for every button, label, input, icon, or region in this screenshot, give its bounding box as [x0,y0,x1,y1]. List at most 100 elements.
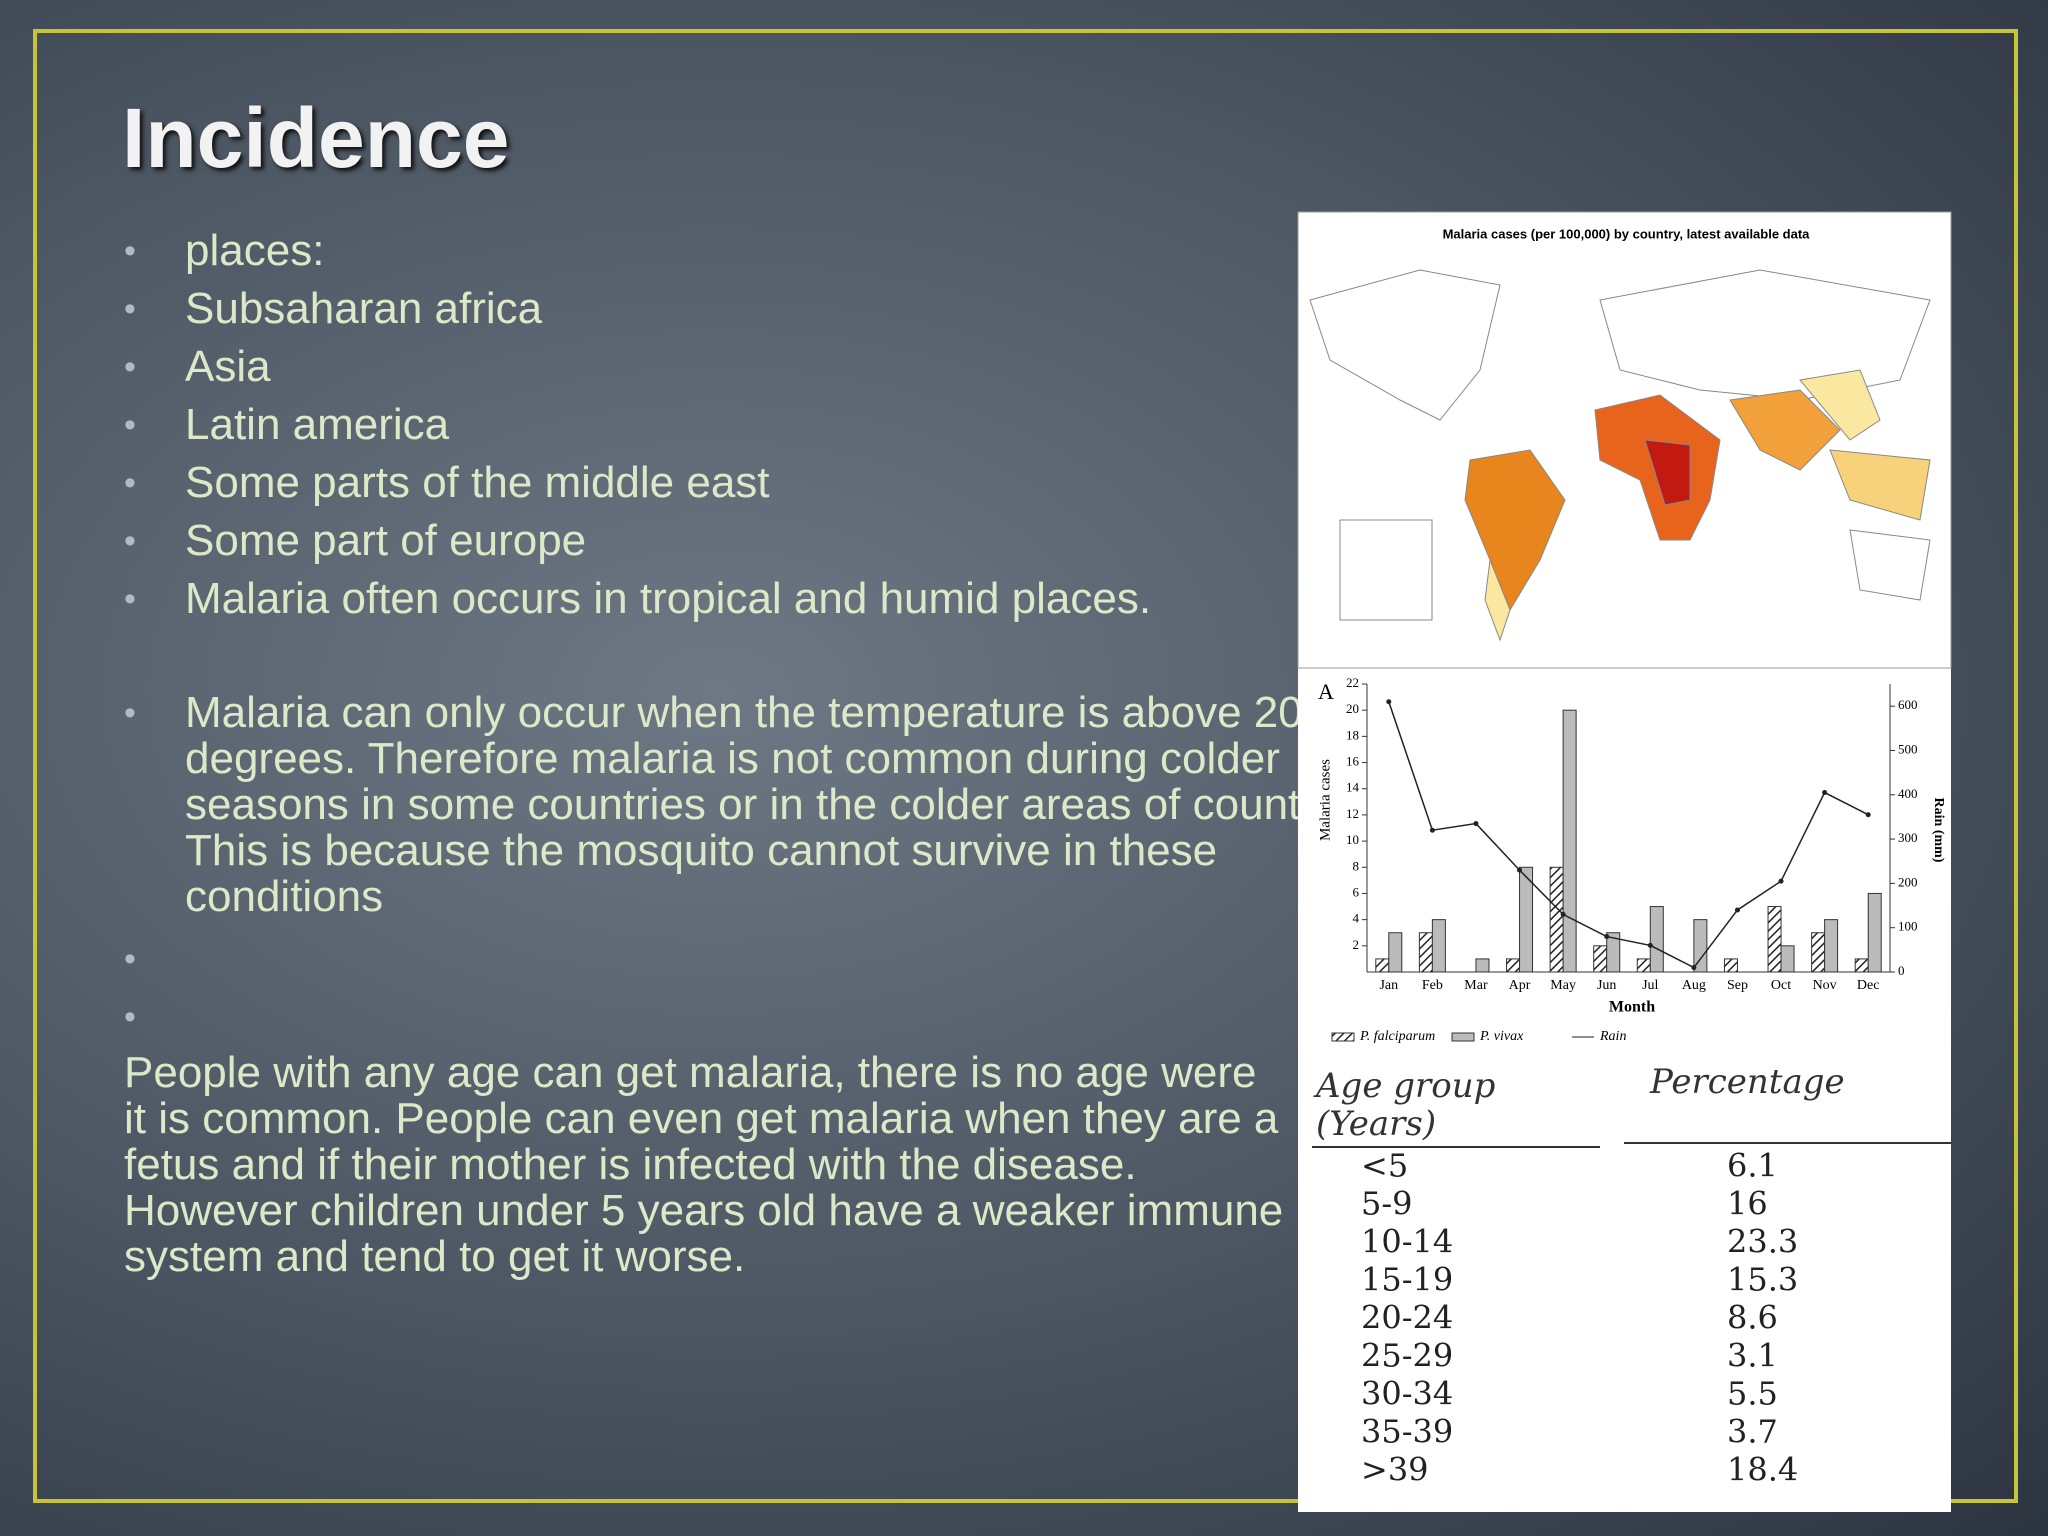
bullet-text: places: [185,226,325,275]
table-cell: 3.7 [1727,1413,1778,1451]
table-header-line: (Years) [1316,1104,1436,1144]
rain-point [1604,934,1610,940]
table-cell: 8.6 [1727,1299,1778,1337]
rain-point [1734,907,1740,913]
bar [1431,919,1446,973]
bar [1506,958,1521,973]
bullet-text: Latin america [185,400,450,449]
map-title: Malaria cases (per 100,000) by country, … [1443,226,1811,241]
legend-label: P. vivax [1479,1029,1524,1044]
y2-tick-label: 300 [1898,830,1918,845]
table-cell: 15.3 [1727,1261,1798,1299]
table-cell: 20-24 [1361,1299,1453,1337]
table-cell: 10-14 [1361,1223,1453,1261]
bar [1475,958,1490,973]
rain-point [1822,790,1828,796]
slide-border [33,29,2018,1503]
table-cell: 6.1 [1727,1147,1778,1185]
bar [1549,866,1564,973]
y-axis-label: Malaria cases [1317,759,1333,841]
table-cell: 5.5 [1727,1375,1778,1413]
x-tick-label: Jan [1379,978,1398,993]
table-cell: 23.3 [1727,1223,1798,1261]
rain-point [1560,911,1566,917]
legend-label: Rain [1599,1029,1626,1044]
table-header: Percentage [1649,1062,1845,1102]
y2-tick-label: 100 [1898,919,1918,934]
panel-label: A [1318,679,1334,704]
x-tick-label: Feb [1422,978,1443,993]
table-cell: 30-34 [1361,1375,1453,1413]
legend-swatch [1451,1032,1475,1042]
bar [1767,906,1782,973]
rain-point [1386,699,1392,705]
bullet-text: Some parts of the middle east [185,458,770,507]
y-tick-label: 14 [1346,780,1360,795]
table-cell: 25-29 [1361,1337,1453,1375]
x-tick-label: Nov [1813,978,1837,993]
table-cell: 5-9 [1361,1185,1413,1223]
y-tick-label: 10 [1346,832,1359,847]
table-cell: 18.4 [1727,1451,1798,1489]
x-tick-label: Apr [1509,978,1531,993]
y2-tick-label: 0 [1898,963,1905,978]
x-tick-label: Jun [1597,978,1616,993]
x-tick-label: Sep [1727,978,1748,993]
table-cell: 16 [1727,1185,1768,1223]
bar [1693,919,1708,973]
y-tick-label: 6 [1353,884,1360,899]
bullet-text: Asia [185,342,271,391]
y-tick-label: 2 [1353,937,1360,952]
bar [1723,958,1738,973]
y2-tick-label: 500 [1898,741,1918,756]
rain-point [1517,867,1523,873]
rain-point [1778,878,1784,884]
bullet-text: Some part of europe [185,516,587,565]
bar [1375,958,1390,973]
paragraph: People with any age can get malaria, the… [124,1048,1284,1281]
bar [1854,958,1869,973]
x-tick-label: Mar [1464,978,1488,993]
y-tick-label: 4 [1353,911,1360,926]
y-tick-label: 8 [1353,858,1360,873]
bar [1593,945,1608,973]
bullet-text: Malaria can only occur when the temperat… [185,688,1384,921]
rain-point [1865,812,1871,818]
bar [1606,932,1621,973]
bar [1649,906,1664,973]
legend-swatch [1331,1032,1355,1042]
table-header: Age group (Years) [1313,1066,1495,1144]
bar [1867,892,1882,973]
slide-title: Incidence [122,91,510,185]
y2-tick-label: 600 [1898,697,1918,712]
y-tick-label: 20 [1346,701,1359,716]
bar [1519,866,1534,973]
y-tick-label: 18 [1346,727,1359,742]
y2-tick-label: 200 [1898,874,1918,889]
x-tick-label: Jul [1642,978,1658,993]
y-tick-label: 12 [1346,806,1359,821]
y-tick-label: 22 [1346,675,1359,690]
bullet-text: Subsaharan africa [185,284,543,333]
x-tick-label: Aug [1682,978,1706,993]
bar [1780,945,1795,973]
rain-point [1647,942,1653,948]
x-tick-label: Dec [1857,978,1880,993]
x-tick-label: May [1550,978,1576,993]
table-cell: 15-19 [1361,1261,1453,1299]
y2-axis-label: Rain (mm) [1931,798,1946,863]
chart: 2 4 6 8 10 12 14 16 18 20 22 0 100 200 300 400 500 600 A Ma… [1317,675,1945,1044]
table-cell: >39 [1361,1451,1429,1489]
legend-label: P. falciparum [1359,1029,1435,1044]
table-cell: <5 [1361,1147,1408,1185]
rain-line [1388,701,1869,969]
rain-point [1473,821,1479,827]
y2-tick-label: 400 [1898,786,1918,801]
rain-point [1429,827,1435,833]
table-header-line: Age group [1313,1066,1495,1106]
bullet-text: Malaria often occurs in tropical and hum… [185,574,1152,623]
table-cell: 3.1 [1727,1337,1778,1375]
table: Age group (Years) Percentage <5 6.1 5-9 16 10-1… [1312,1062,1951,1489]
map-shapes [1309,269,1931,642]
